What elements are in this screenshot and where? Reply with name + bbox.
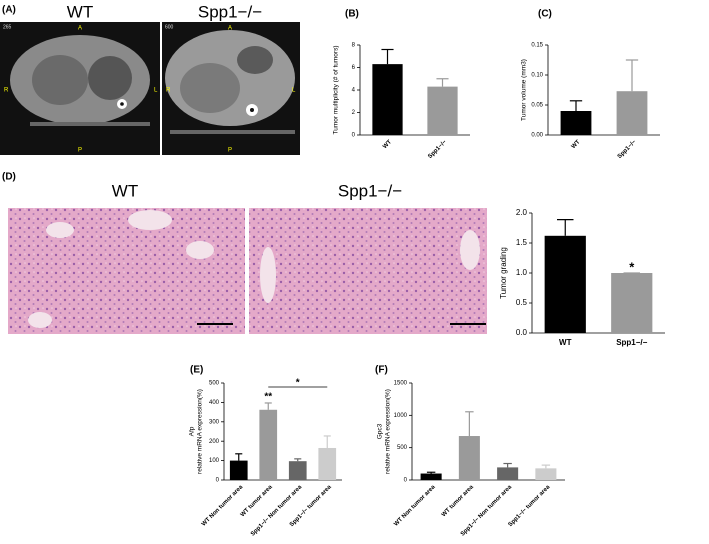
bar bbox=[427, 86, 458, 135]
y-tick-label: 0.0 bbox=[516, 328, 528, 337]
panel-label: (B) bbox=[345, 9, 359, 20]
y-tick-label: 1.0 bbox=[516, 268, 528, 277]
x-tick-label: Spp1−/− bbox=[616, 338, 647, 347]
error-bar bbox=[323, 435, 331, 448]
y-tick-label: 200 bbox=[209, 439, 220, 445]
histology-image bbox=[249, 208, 487, 334]
y-tick-label: 0.15 bbox=[531, 43, 543, 49]
error-bar bbox=[541, 464, 551, 469]
y-tick-label: 1.5 bbox=[516, 238, 528, 247]
error-bar bbox=[436, 78, 449, 87]
bar bbox=[458, 436, 480, 480]
y-tick-label: 0 bbox=[404, 478, 408, 484]
ct-image bbox=[162, 22, 300, 155]
error-bar bbox=[625, 59, 639, 92]
x-tick-label: WT Non tumor area bbox=[393, 484, 437, 528]
y-tick-label: 500 bbox=[209, 381, 220, 387]
y-tick-label: 100 bbox=[209, 458, 220, 464]
y-tick-label: 6 bbox=[352, 65, 356, 71]
bar bbox=[318, 447, 337, 480]
image-title: WT bbox=[112, 181, 138, 200]
x-tick-label: WT tumor area bbox=[441, 484, 475, 518]
ct-image bbox=[0, 22, 160, 155]
y-tick-label: 0 bbox=[216, 478, 220, 484]
panel-label: (D) bbox=[2, 172, 16, 183]
y-axis-label: Afp bbox=[189, 426, 196, 436]
y-tick-label: 400 bbox=[209, 400, 220, 406]
y-tick-label: 1000 bbox=[394, 413, 408, 419]
y-tick-label: 1500 bbox=[394, 381, 408, 387]
error-bar bbox=[465, 411, 474, 437]
bar bbox=[560, 111, 592, 135]
image-title: Spp1−/− bbox=[198, 2, 262, 21]
panel-label: (F) bbox=[375, 365, 388, 376]
ct-mark: P bbox=[78, 148, 82, 154]
x-tick-label: WT bbox=[559, 338, 572, 347]
bar bbox=[372, 64, 403, 135]
bar bbox=[229, 460, 248, 480]
annotation: * bbox=[296, 378, 300, 389]
bar bbox=[544, 235, 586, 333]
bar bbox=[259, 409, 278, 480]
image-title: Spp1−/− bbox=[338, 181, 402, 200]
annotation: ** bbox=[264, 392, 272, 403]
ct-mark: L bbox=[292, 88, 296, 94]
annotation: * bbox=[629, 259, 635, 274]
x-tick-label: WT bbox=[571, 139, 582, 150]
y-tick-label: 8 bbox=[352, 43, 356, 49]
x-tick-label: Spp1−/− bbox=[617, 139, 638, 160]
y-tick-label: 300 bbox=[209, 419, 220, 425]
x-tick-label: WT bbox=[382, 139, 393, 150]
panel-label: (A) bbox=[2, 5, 16, 16]
y-tick-label: 0.05 bbox=[531, 103, 543, 109]
y-tick-label: 2.0 bbox=[516, 208, 528, 217]
ct-mark: R bbox=[166, 88, 171, 94]
y-tick-label: 0.10 bbox=[531, 73, 543, 79]
x-tick-label: Spp1−/− Non tumor area bbox=[250, 484, 304, 538]
panel-label: (C) bbox=[538, 9, 552, 20]
y-tick-label: 2 bbox=[352, 110, 356, 116]
x-tick-label: WT Non tumor area bbox=[201, 484, 245, 528]
image-title: WT bbox=[67, 2, 93, 21]
ct-mark: R bbox=[4, 88, 9, 94]
y-axis-label: Tumor volume (mm3) bbox=[521, 59, 528, 121]
y-tick-label: 500 bbox=[397, 445, 408, 451]
x-tick-label: Spp1−/− bbox=[427, 139, 448, 160]
error-bar bbox=[235, 453, 243, 461]
bar bbox=[497, 467, 519, 480]
error-bar bbox=[569, 100, 583, 111]
ct-mark: A bbox=[78, 26, 82, 32]
error-bar bbox=[294, 458, 302, 462]
ct-mark: L bbox=[154, 88, 158, 94]
error-bar bbox=[426, 471, 436, 474]
bar bbox=[420, 473, 442, 480]
error-bar bbox=[264, 402, 272, 410]
panel-label: (E) bbox=[190, 365, 203, 376]
ct-mark: 600 bbox=[165, 24, 174, 30]
ct-mark: P bbox=[228, 148, 232, 154]
y-tick-label: 0.00 bbox=[531, 133, 543, 139]
y-tick-label: 0.5 bbox=[516, 298, 528, 307]
y-tick-label: 4 bbox=[352, 88, 356, 94]
error-bar bbox=[503, 462, 512, 468]
histology-image bbox=[8, 208, 245, 334]
x-tick-label: Spp1−/− tumor area bbox=[508, 484, 552, 528]
y-tick-label: 0 bbox=[352, 133, 356, 139]
error-bar bbox=[381, 48, 394, 65]
ct-mark: A bbox=[228, 26, 232, 32]
y-axis-label: relative mRNA expression(%) bbox=[385, 389, 392, 474]
bar bbox=[535, 468, 557, 480]
bar bbox=[288, 461, 307, 480]
bar bbox=[616, 91, 648, 135]
y-axis-label: Gpc3 bbox=[377, 423, 384, 439]
y-axis-label: relative mRNA expression(%) bbox=[197, 389, 204, 474]
error-bar bbox=[557, 219, 574, 236]
ct-mark: 265 bbox=[3, 24, 12, 30]
bar bbox=[611, 273, 653, 333]
y-axis-label: Tumor multiplicity (# of tumors) bbox=[333, 46, 340, 135]
y-axis-label: Tumor grading bbox=[499, 247, 508, 299]
